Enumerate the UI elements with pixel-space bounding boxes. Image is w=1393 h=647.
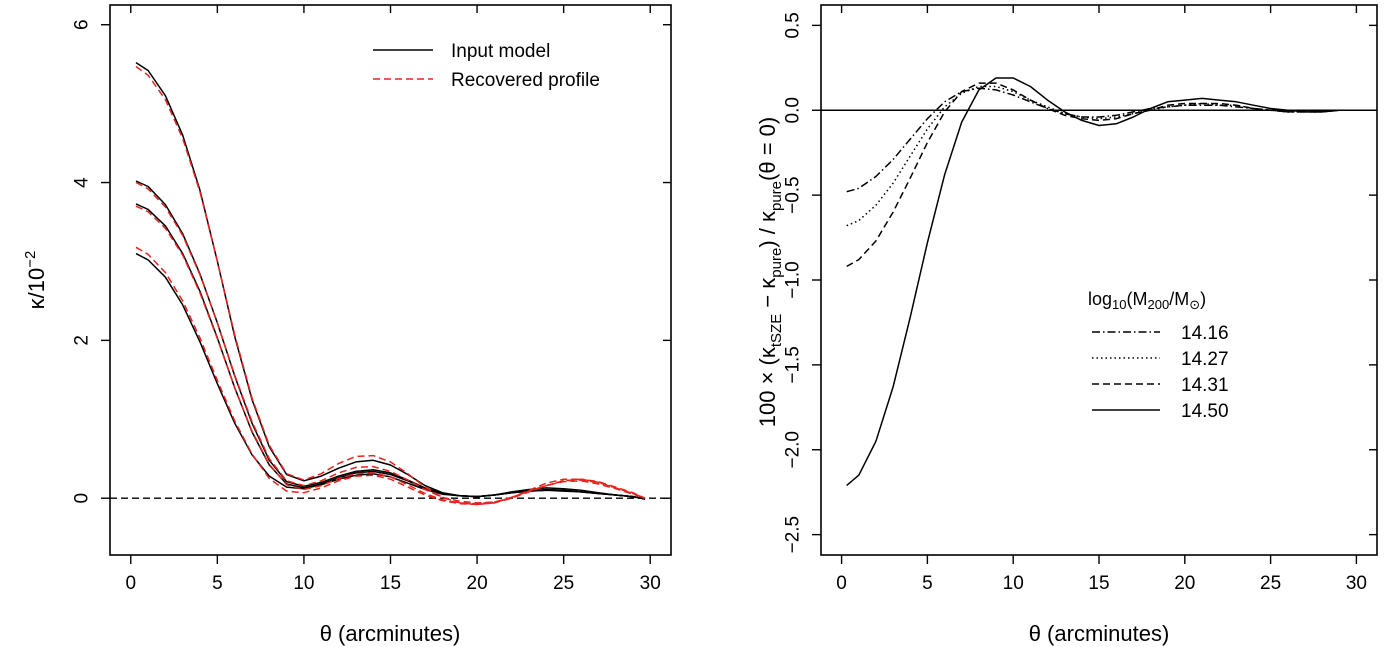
right-series-14-31 bbox=[846, 82, 1352, 268]
legend-label-recovered-profile: Recovered profile bbox=[451, 70, 600, 91]
right-x-axis-label: θ (arcminutes) bbox=[1029, 621, 1170, 646]
left-legend: Input model Recovered profile bbox=[373, 41, 600, 91]
left-series-group bbox=[135, 61, 646, 506]
legend-title-sub-10: 10 bbox=[1112, 297, 1126, 312]
left-y-label-base: κ/10 bbox=[24, 268, 49, 310]
right-legend-items: 14.16 14.27 14.31 14.50 bbox=[1092, 323, 1229, 422]
legend-title-sub-200: 200 bbox=[1148, 297, 1170, 312]
right-y-tick-label: −2.5 bbox=[783, 516, 804, 554]
right-y-tick-label: 0.5 bbox=[783, 12, 804, 38]
legend-label-input-model: Input model bbox=[451, 41, 550, 62]
right-y-tick-label: 0.0 bbox=[783, 97, 804, 123]
right-y-ticks: −2.5 −2.0 −1.5 −1.0 −0.5 0.0 0.5 bbox=[783, 12, 1377, 554]
right-y-tick-label: −0.5 bbox=[783, 176, 804, 214]
right-x-tick-label: 15 bbox=[1088, 573, 1109, 594]
right-x-tick-label: 10 bbox=[1003, 573, 1024, 594]
left-y-ticks: 0 2 4 6 bbox=[72, 19, 671, 504]
left-y-tick-label: 4 bbox=[72, 177, 93, 188]
right-x-tick-label: 25 bbox=[1260, 573, 1281, 594]
legend-label-14-27: 14.27 bbox=[1181, 349, 1229, 370]
left-x-tick-label: 0 bbox=[125, 573, 136, 594]
right-y-label-sub-pure-2: pure bbox=[768, 181, 785, 211]
right-x-tick-label: 30 bbox=[1346, 573, 1367, 594]
left-recovered-profile-curve-4 bbox=[135, 65, 646, 506]
legend-label-14-31: 14.31 bbox=[1181, 375, 1229, 396]
right-y-label-lead: 100 × (κ bbox=[755, 346, 780, 427]
right-x-ticks: 0 5 10 15 20 25 30 bbox=[836, 5, 1367, 594]
legend-title-lead: log bbox=[1088, 289, 1112, 309]
left-x-ticks: 0 5 10 15 20 25 30 bbox=[125, 5, 661, 594]
legend-title-mid2: /M bbox=[1169, 289, 1189, 309]
left-y-tick-label: 6 bbox=[72, 19, 93, 30]
right-series-14-16 bbox=[846, 87, 1352, 193]
left-y-label-exponent: −2 bbox=[22, 251, 39, 268]
right-y-tick-label: −2.0 bbox=[783, 431, 804, 469]
left-x-axis-label: θ (arcminutes) bbox=[320, 621, 461, 646]
right-chart: 0 5 10 15 20 25 30 −2.5−2.0−1.5−1.0−0.50.00.5 … bbox=[755, 4, 1378, 646]
left-x-tick-label: 25 bbox=[553, 573, 574, 594]
legend-label-14-50: 14.50 bbox=[1181, 401, 1229, 422]
legend-title-mid: (M bbox=[1127, 289, 1148, 309]
right-y-tick-label: −1.5 bbox=[783, 346, 804, 384]
left-y-axis-label: κ/10−2 bbox=[22, 251, 49, 310]
legend-title-sub-sun: ⊙ bbox=[1189, 297, 1200, 312]
left-recovered-profile-curve-7 bbox=[135, 246, 646, 506]
left-recovered-profile-curve-6 bbox=[135, 205, 646, 505]
left-x-tick-label: 20 bbox=[467, 573, 488, 594]
right-x-tick-label: 0 bbox=[836, 573, 847, 594]
right-y-axis-label: 100 × (κtSZE − κpure) / κpure(θ = 0) bbox=[755, 117, 785, 427]
right-series-14-27 bbox=[846, 85, 1352, 227]
right-x-tick-label: 20 bbox=[1174, 573, 1195, 594]
right-y-label-sub-pure: pure bbox=[768, 248, 785, 278]
right-y-label-mid: − κ bbox=[755, 277, 780, 314]
left-y-tick-label: 0 bbox=[72, 493, 93, 504]
left-input-model-curve-0 bbox=[135, 61, 646, 500]
right-y-label-mid2: ) / κ bbox=[755, 210, 780, 248]
legend-title-tail: ) bbox=[1200, 289, 1206, 309]
left-input-model-curve-2 bbox=[135, 203, 646, 500]
right-legend-title: log10(M200/M⊙) bbox=[1088, 289, 1206, 312]
left-x-tick-label: 5 bbox=[212, 573, 223, 594]
left-y-tick-label: 2 bbox=[72, 335, 93, 346]
left-input-model-curve-1 bbox=[135, 180, 646, 500]
right-x-tick-label: 5 bbox=[922, 573, 933, 594]
right-series-14-50 bbox=[846, 77, 1352, 486]
left-x-tick-label: 30 bbox=[640, 573, 661, 594]
left-recovered-profile-curve-5 bbox=[135, 181, 646, 504]
right-y-label-tail: (θ = 0) bbox=[755, 117, 780, 181]
right-series-group bbox=[846, 77, 1352, 486]
right-y-tick-label: −1.0 bbox=[783, 261, 804, 299]
left-x-tick-label: 15 bbox=[380, 573, 401, 594]
right-plot-frame bbox=[820, 4, 1378, 556]
left-x-tick-label: 10 bbox=[293, 573, 314, 594]
right-legend: log10(M200/M⊙) 14.16 14.27 14.31 14.50 bbox=[1088, 289, 1229, 422]
right-y-label-sub-tsze: tSZE bbox=[768, 314, 785, 347]
legend-label-14-16: 14.16 bbox=[1181, 323, 1229, 344]
